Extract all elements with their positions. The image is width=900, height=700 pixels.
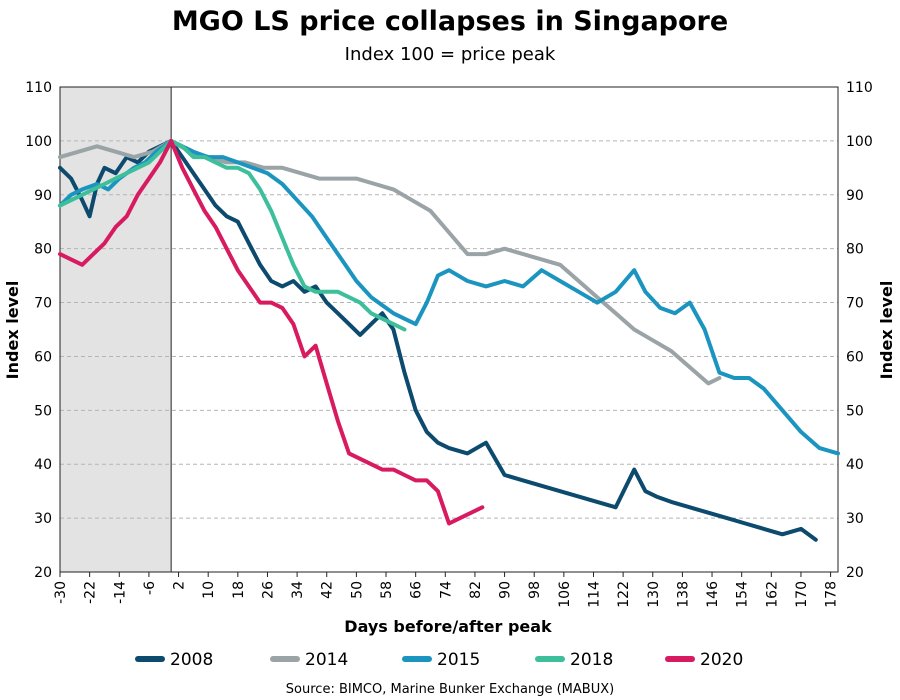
y-tick-label-left: 90: [34, 188, 52, 204]
series-line-2020: [58, 138, 485, 526]
series-line-2008: [58, 138, 818, 542]
chart-title: MGO LS price collapses in Singapore: [172, 6, 728, 37]
x-tick-label: 34: [290, 581, 306, 599]
y-tick-label-right: 20: [846, 565, 864, 581]
x-tick-label: 154: [735, 581, 751, 608]
x-tick-label: 162: [764, 581, 780, 608]
x-tick-label: 2: [172, 581, 188, 590]
x-tick-label: 122: [616, 581, 632, 608]
x-tick-label: 178: [824, 581, 840, 608]
x-tick-label: -6: [142, 581, 158, 595]
y-tick-label-left: 110: [25, 80, 52, 96]
y-tick-label-right: 50: [846, 403, 864, 419]
x-tick-label: -22: [83, 581, 99, 604]
y-tick-label-left: 50: [34, 403, 52, 419]
legend-label: 2014: [305, 650, 348, 670]
y-axis-label-right: Index level: [877, 281, 896, 380]
legend-item-2020: 2020: [665, 650, 743, 670]
legend-label: 2018: [570, 650, 613, 670]
y-tick-label-left: 100: [25, 134, 52, 150]
x-tick-label: 106: [557, 581, 573, 608]
legend-item-2014: 2014: [270, 650, 348, 670]
legend: 2008 2014 2015 2018 2020: [135, 650, 743, 670]
x-tick-label: -30: [53, 581, 69, 604]
legend-label: 2020: [700, 650, 743, 670]
x-tick-label: 98: [527, 581, 543, 599]
y-tick-label-left: 70: [34, 296, 52, 312]
y-tick-label-right: 110: [846, 80, 873, 96]
x-tick-label: 50: [349, 581, 365, 599]
chart-subtitle: Index 100 = price peak: [345, 44, 556, 65]
series-line-2018: [58, 138, 407, 332]
x-tick-label: 18: [231, 581, 247, 599]
legend-item-2008: 2008: [135, 650, 213, 670]
plot-frame: [59, 86, 839, 573]
y-tick-label-left: 30: [34, 511, 52, 527]
source-note: Source: BIMCO, Marine Bunker Exchange (M…: [286, 682, 614, 697]
x-tick-label: 138: [675, 581, 691, 608]
y-tick-label-left: 80: [34, 242, 52, 258]
legend-label: 2015: [437, 650, 480, 670]
x-tick-label: 10: [201, 581, 217, 599]
x-axis-label: Days before/after peak: [344, 617, 552, 636]
y-tick-label-right: 100: [846, 134, 873, 150]
x-tick-label: 58: [379, 581, 395, 599]
y-tick-label-left: 20: [34, 565, 52, 581]
y-axis-label-left: Index level: [3, 281, 22, 380]
y-tick-label-right: 80: [846, 242, 864, 258]
x-tick-label: 114: [586, 581, 602, 608]
y-tick-label-right: 60: [846, 349, 864, 365]
shaded-pre-peak-region: [60, 87, 172, 572]
x-tick-label: 74: [438, 581, 454, 599]
x-tick-label: 42: [320, 581, 336, 599]
x-tick-label: 170: [794, 581, 810, 608]
y-tick-label-left: 40: [34, 457, 52, 473]
y-tick-label-left: 60: [34, 349, 52, 365]
x-tick-label: 82: [468, 581, 484, 599]
series-line-2015: [58, 138, 840, 456]
x-tick-label: 90: [498, 581, 514, 599]
x-tick-label: 130: [646, 581, 662, 608]
x-tick-label: 66: [409, 581, 425, 599]
x-tick-label: 146: [705, 581, 721, 608]
y-tick-label-right: 90: [846, 188, 864, 204]
legend-item-2015: 2015: [402, 650, 480, 670]
y-tick-label-right: 40: [846, 457, 864, 473]
plot-area: 20 20 30 30 40 40 50 50 60 60 70 70 80 80 90 90 100 100 11…: [25, 80, 872, 608]
legend-item-2018: 2018: [535, 650, 613, 670]
x-tick-label: 26: [260, 581, 276, 599]
y-tick-label-right: 30: [846, 511, 864, 527]
y-tick-label-right: 70: [846, 296, 864, 312]
x-tick-label: -14: [112, 581, 128, 604]
legend-label: 2008: [170, 650, 213, 670]
